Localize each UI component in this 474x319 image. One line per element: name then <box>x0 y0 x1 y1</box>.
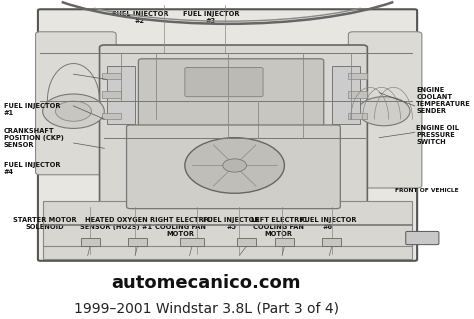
Circle shape <box>43 94 104 129</box>
Text: FUEL INJECTOR
#3: FUEL INJECTOR #3 <box>182 11 239 24</box>
Bar <box>107 66 135 124</box>
Circle shape <box>55 101 91 121</box>
Bar <box>180 238 204 246</box>
Text: 1999–2001 Windstar 3.8L (Part 3 of 4): 1999–2001 Windstar 3.8L (Part 3 of 4) <box>73 302 339 316</box>
Bar <box>102 73 121 79</box>
Bar <box>348 113 367 119</box>
Text: FUEL INJECTOR
#4: FUEL INJECTOR #4 <box>4 162 60 174</box>
Bar <box>322 238 341 246</box>
Text: ENGINE
COOLANT
TEMPERATURE
SENDER: ENGINE COOLANT TEMPERATURE SENDER <box>416 87 471 114</box>
FancyBboxPatch shape <box>138 59 324 129</box>
Text: FUEL INJECTOR
#6: FUEL INJECTOR #6 <box>300 217 356 230</box>
Text: LEFT ELECTRIC
COOLING FAN
MOTOR: LEFT ELECTRIC COOLING FAN MOTOR <box>251 217 307 237</box>
Text: CRANKSHAFT
POSITION (CKP)
SENSOR: CRANKSHAFT POSITION (CKP) SENSOR <box>4 128 64 148</box>
Bar <box>81 238 100 246</box>
Text: FUEL INJECTOR
#5: FUEL INJECTOR #5 <box>203 217 260 230</box>
FancyBboxPatch shape <box>406 231 439 245</box>
Bar <box>128 238 147 246</box>
Text: STARTER MOTOR
SOLENOID: STARTER MOTOR SOLENOID <box>13 217 77 230</box>
Bar <box>102 91 121 98</box>
Text: FUEL INJECTOR
#1: FUEL INJECTOR #1 <box>4 103 60 116</box>
FancyBboxPatch shape <box>185 68 263 97</box>
FancyBboxPatch shape <box>36 32 116 175</box>
Text: RIGHT ELECTRIC
COOLING FAN
MOTOR: RIGHT ELECTRIC COOLING FAN MOTOR <box>150 217 210 237</box>
FancyBboxPatch shape <box>127 125 340 209</box>
Text: automecanico.com: automecanico.com <box>111 274 301 293</box>
Bar <box>237 238 256 246</box>
Text: HEATED OXYGEN
SENSOR (HO2S) #1: HEATED OXYGEN SENSOR (HO2S) #1 <box>80 217 152 230</box>
Circle shape <box>358 97 410 126</box>
FancyBboxPatch shape <box>100 45 367 209</box>
FancyBboxPatch shape <box>348 32 422 188</box>
Circle shape <box>223 159 246 172</box>
FancyBboxPatch shape <box>38 9 417 261</box>
Bar <box>43 201 412 259</box>
Bar <box>348 91 367 98</box>
Bar <box>348 73 367 79</box>
Bar <box>102 113 121 119</box>
Bar <box>332 66 360 124</box>
Bar <box>275 238 294 246</box>
Circle shape <box>185 138 284 193</box>
Text: FUEL INJECTOR
#2: FUEL INJECTOR #2 <box>111 11 168 24</box>
Text: FRONT OF VEHICLE: FRONT OF VEHICLE <box>395 188 458 193</box>
Text: ENGINE OIL
PRESSURE
SWITCH: ENGINE OIL PRESSURE SWITCH <box>416 125 459 145</box>
